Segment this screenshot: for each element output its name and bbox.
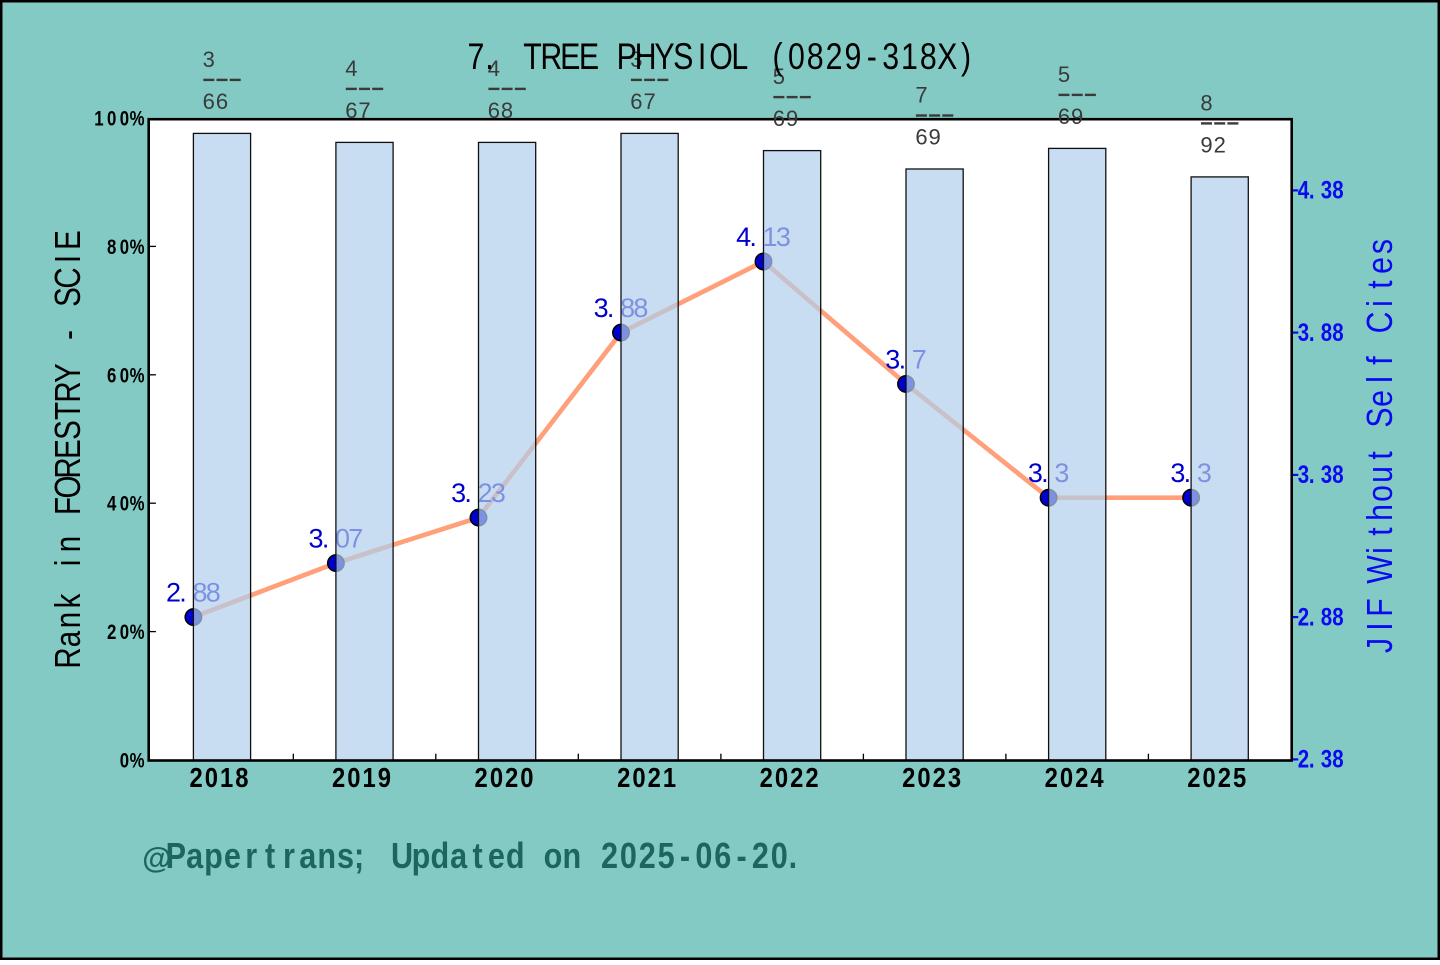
svg-text:69: 69 [915, 125, 940, 150]
svg-text:5: 5 [773, 64, 785, 89]
svg-text:2024: 2024 [1045, 761, 1104, 793]
svg-text:68: 68 [488, 98, 513, 123]
svg-text:100%: 100% [94, 108, 144, 131]
svg-text:5: 5 [1058, 62, 1070, 87]
svg-text:4: 4 [488, 56, 500, 81]
svg-text:20%: 20% [107, 621, 145, 644]
svg-text:@: @ [142, 842, 171, 875]
svg-text:7. TREE PHYSIOL (0829-318X): 7. TREE PHYSIOL (0829-318X) [468, 36, 972, 78]
svg-text:67: 67 [345, 98, 370, 123]
svg-text:3.38: 3.38 [1298, 460, 1344, 488]
svg-text:3.88: 3.88 [1298, 318, 1344, 346]
svg-text:8: 8 [1200, 90, 1212, 115]
svg-text:4.38: 4.38 [1298, 176, 1344, 204]
svg-text:69: 69 [1058, 104, 1083, 129]
svg-text:60%: 60% [107, 365, 145, 388]
svg-text:69: 69 [773, 106, 798, 131]
svg-text:7: 7 [915, 83, 927, 108]
svg-text:80%: 80% [107, 236, 145, 259]
svg-text:0%: 0% [120, 750, 145, 773]
svg-text:Rank in FORESTRY - SCIE: Rank in FORESTRY - SCIE [47, 230, 87, 669]
svg-text:67: 67 [630, 89, 655, 114]
svg-text:3: 3 [203, 47, 215, 72]
svg-text:92: 92 [1200, 132, 1225, 157]
svg-text:2.88: 2.88 [1298, 602, 1344, 630]
svg-text:66: 66 [203, 89, 228, 114]
svg-text:3: 3 [630, 47, 642, 72]
svg-text:2.38: 2.38 [1298, 745, 1344, 773]
svg-text:4: 4 [345, 56, 357, 81]
svg-text:40%: 40% [107, 493, 145, 516]
